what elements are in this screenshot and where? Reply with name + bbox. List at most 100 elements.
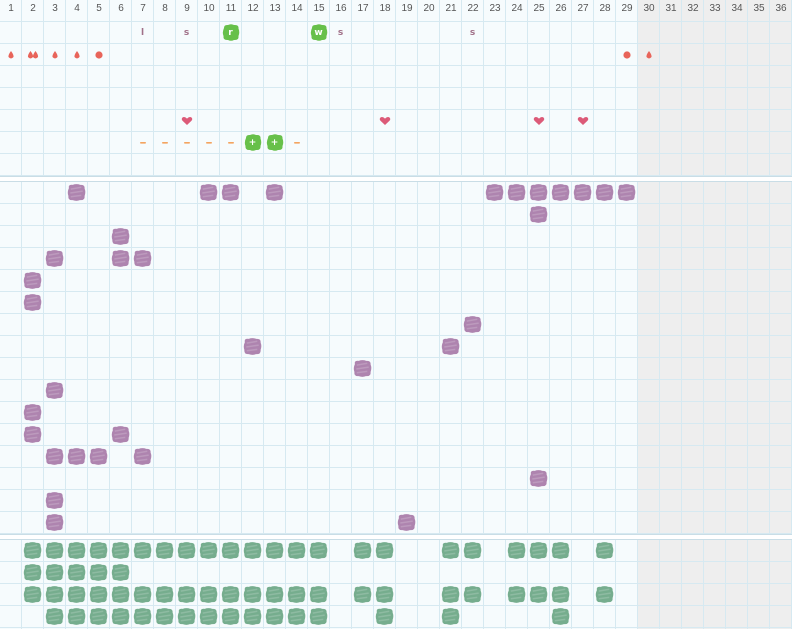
log-mark-letter[interactable]: s (176, 22, 197, 43)
purple-cell[interactable] (22, 270, 43, 291)
log-mark-drops[interactable] (22, 44, 43, 65)
purple-cell[interactable] (528, 204, 549, 225)
green-cell[interactable] (528, 584, 549, 605)
log-mark-dash[interactable] (198, 132, 219, 153)
column-header-18[interactable]: 18 (379, 3, 391, 14)
column-header-7[interactable]: 7 (140, 3, 146, 14)
green-cell[interactable] (220, 584, 241, 605)
green-cell[interactable] (242, 584, 263, 605)
green-cell[interactable] (506, 540, 527, 561)
log-mark-badge[interactable]: w (308, 22, 329, 43)
purple-cell[interactable] (242, 336, 263, 357)
green-cell[interactable] (176, 606, 197, 627)
column-header-17[interactable]: 17 (357, 3, 369, 14)
column-header-20[interactable]: 20 (423, 3, 435, 14)
green-cell[interactable] (286, 584, 307, 605)
log-mark-letter[interactable]: l (132, 22, 153, 43)
green-cell[interactable] (286, 540, 307, 561)
column-header-14[interactable]: 14 (291, 3, 303, 14)
green-cell[interactable] (44, 562, 65, 583)
purple-cell[interactable] (594, 182, 615, 203)
column-header-3[interactable]: 3 (52, 3, 58, 14)
green-cell[interactable] (154, 606, 175, 627)
column-header-10[interactable]: 10 (203, 3, 215, 14)
column-header-6[interactable]: 6 (118, 3, 124, 14)
green-cell[interactable] (440, 540, 461, 561)
green-cell[interactable] (374, 606, 395, 627)
green-cell[interactable] (198, 606, 219, 627)
purple-cell[interactable] (484, 182, 505, 203)
log-mark-drop[interactable] (638, 44, 659, 65)
purple-cell[interactable] (264, 182, 285, 203)
green-cell[interactable] (308, 584, 329, 605)
green-cell[interactable] (264, 584, 285, 605)
green-cell[interactable] (594, 584, 615, 605)
column-header-28[interactable]: 28 (599, 3, 611, 14)
purple-cell[interactable] (616, 182, 637, 203)
green-cell[interactable] (462, 540, 483, 561)
purple-cell[interactable] (22, 402, 43, 423)
green-cell[interactable] (528, 540, 549, 561)
log-mark-dot[interactable] (88, 44, 109, 65)
purple-cell[interactable] (44, 446, 65, 467)
log-mark-dash[interactable] (220, 132, 241, 153)
green-cell[interactable] (88, 606, 109, 627)
log-mark-badge[interactable]: + (242, 132, 263, 153)
green-cell[interactable] (110, 584, 131, 605)
column-header-25[interactable]: 25 (533, 3, 545, 14)
column-header-33[interactable]: 33 (709, 3, 721, 14)
log-mark-dash[interactable] (154, 132, 175, 153)
green-cell[interactable] (22, 562, 43, 583)
log-mark-heart[interactable] (374, 110, 395, 131)
purple-cell[interactable] (132, 446, 153, 467)
green-cell[interactable] (198, 540, 219, 561)
green-cell[interactable] (220, 606, 241, 627)
purple-cell[interactable] (88, 446, 109, 467)
log-mark-dash[interactable] (176, 132, 197, 153)
green-cell[interactable] (66, 584, 87, 605)
purple-cell[interactable] (506, 182, 527, 203)
column-header-23[interactable]: 23 (489, 3, 501, 14)
green-cell[interactable] (110, 606, 131, 627)
log-mark-drop[interactable] (44, 44, 65, 65)
column-header-5[interactable]: 5 (96, 3, 102, 14)
green-cell[interactable] (110, 562, 131, 583)
green-cell[interactable] (264, 606, 285, 627)
green-cell[interactable] (440, 606, 461, 627)
column-header-13[interactable]: 13 (269, 3, 281, 14)
purple-cell[interactable] (110, 226, 131, 247)
green-cell[interactable] (66, 540, 87, 561)
column-header-8[interactable]: 8 (162, 3, 168, 14)
green-cell[interactable] (88, 584, 109, 605)
green-cell[interactable] (132, 584, 153, 605)
purple-cell[interactable] (132, 248, 153, 269)
purple-cell[interactable] (110, 424, 131, 445)
green-cell[interactable] (242, 540, 263, 561)
column-header-32[interactable]: 32 (687, 3, 699, 14)
column-header-26[interactable]: 26 (555, 3, 567, 14)
green-cell[interactable] (110, 540, 131, 561)
column-header-11[interactable]: 11 (225, 3, 237, 14)
log-mark-drop[interactable] (66, 44, 87, 65)
column-header-36[interactable]: 36 (775, 3, 787, 14)
green-cell[interactable] (352, 540, 373, 561)
purple-cell[interactable] (528, 182, 549, 203)
green-cell[interactable] (462, 584, 483, 605)
green-cell[interactable] (44, 540, 65, 561)
purple-cell[interactable] (66, 446, 87, 467)
column-header-19[interactable]: 19 (401, 3, 413, 14)
purple-cell[interactable] (22, 424, 43, 445)
column-header-24[interactable]: 24 (511, 3, 523, 14)
column-header-31[interactable]: 31 (665, 3, 677, 14)
green-cell[interactable] (44, 584, 65, 605)
purple-cell[interactable] (44, 512, 65, 533)
purple-cell[interactable] (44, 490, 65, 511)
log-mark-letter[interactable]: s (330, 22, 351, 43)
green-cell[interactable] (176, 540, 197, 561)
green-cell[interactable] (176, 584, 197, 605)
log-mark-dot[interactable] (616, 44, 637, 65)
purple-cell[interactable] (22, 292, 43, 313)
purple-cell[interactable] (462, 314, 483, 335)
log-mark-badge[interactable]: + (264, 132, 285, 153)
column-header-27[interactable]: 27 (577, 3, 589, 14)
